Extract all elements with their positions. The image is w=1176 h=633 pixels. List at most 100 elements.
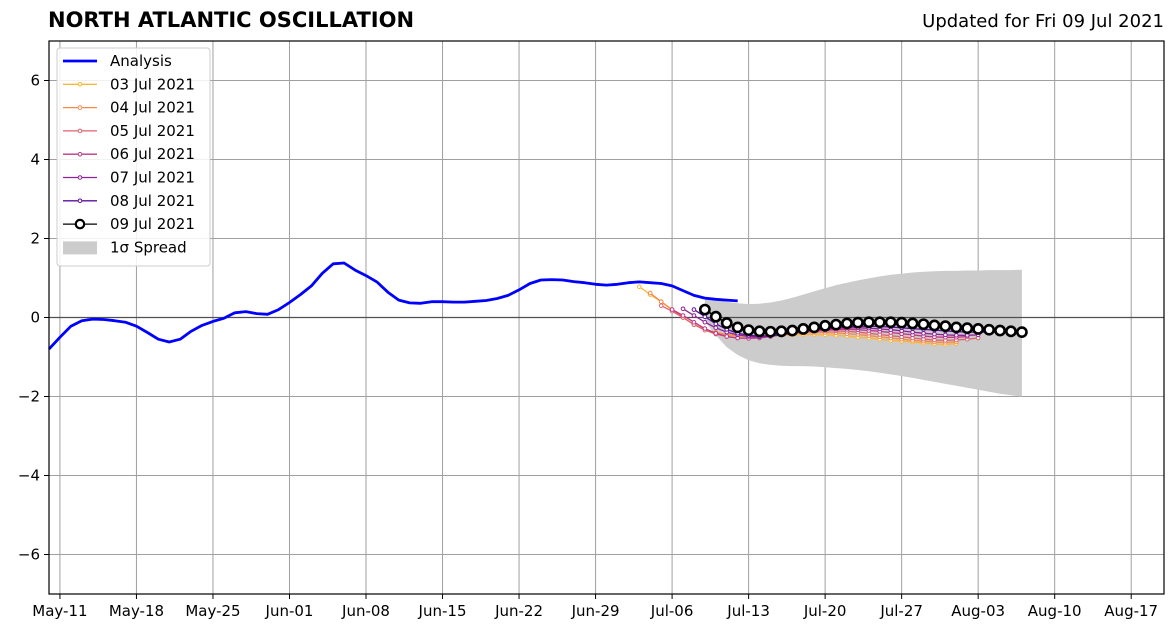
forecast-point bbox=[873, 316, 886, 329]
legend-marker bbox=[77, 128, 83, 134]
legend-marker bbox=[74, 218, 86, 230]
x-tick-label: May-18 bbox=[109, 602, 164, 620]
forecast-point bbox=[884, 316, 897, 329]
y-tick-label: 0 bbox=[30, 309, 40, 327]
forecast-point bbox=[691, 307, 697, 312]
forecast-point bbox=[862, 316, 875, 329]
forecast-point bbox=[713, 325, 719, 331]
forecast-point bbox=[917, 318, 930, 331]
forecast-point bbox=[775, 325, 788, 338]
forecast-point bbox=[680, 306, 686, 312]
forecast-series bbox=[698, 303, 1028, 339]
forecast-point bbox=[713, 331, 719, 336]
forecast-point bbox=[808, 321, 821, 334]
legend-entry: 08 Jul 2021 bbox=[63, 192, 195, 210]
forecast-point bbox=[852, 316, 864, 329]
forecast-point bbox=[658, 299, 664, 305]
forecast-point bbox=[819, 319, 832, 332]
legend-label: 08 Jul 2021 bbox=[110, 192, 195, 210]
x-tick-label: May-11 bbox=[32, 602, 87, 620]
x-tick-label: Aug-03 bbox=[951, 602, 1005, 620]
forecast-point bbox=[669, 307, 675, 312]
forecast-point bbox=[921, 331, 926, 336]
legend-marker bbox=[77, 151, 83, 157]
y-tick-label: −2 bbox=[18, 388, 40, 406]
legend-swatch bbox=[63, 241, 97, 255]
forecast-point bbox=[1005, 325, 1017, 338]
x-tick-label: Jul-20 bbox=[803, 602, 847, 620]
forecast-point bbox=[950, 321, 963, 334]
forecast-point bbox=[1015, 326, 1028, 339]
forecast-point bbox=[906, 317, 919, 330]
forecast-point bbox=[895, 316, 908, 329]
forecast-point bbox=[698, 303, 711, 316]
forecast-point bbox=[680, 313, 686, 318]
forecast-point bbox=[702, 326, 708, 331]
forecast-point bbox=[753, 325, 766, 338]
forecast-point bbox=[786, 324, 799, 337]
legend-marker bbox=[77, 105, 83, 110]
x-tick-label: Jun-29 bbox=[571, 602, 620, 620]
y-tick-label: 2 bbox=[30, 230, 40, 248]
forecast-point bbox=[658, 303, 664, 308]
x-tick-label: Jun-08 bbox=[341, 602, 390, 620]
forecast-point bbox=[994, 324, 1006, 337]
legend-label: 03 Jul 2021 bbox=[110, 75, 195, 93]
legend-label: Analysis bbox=[110, 52, 172, 70]
forecast-point bbox=[939, 320, 952, 333]
forecast-point bbox=[983, 323, 995, 336]
forecast-point bbox=[691, 313, 697, 318]
forecast-point bbox=[764, 325, 777, 338]
forecast-point bbox=[932, 331, 937, 337]
legend-label: 07 Jul 2021 bbox=[110, 169, 195, 187]
forecast-point bbox=[841, 317, 853, 330]
legend-entry: Analysis bbox=[63, 52, 172, 70]
legend-label: 05 Jul 2021 bbox=[110, 122, 195, 140]
forecast-point bbox=[731, 321, 744, 334]
forecast-point bbox=[797, 323, 810, 335]
legend-label: 06 Jul 2021 bbox=[110, 145, 195, 163]
forecast-point bbox=[943, 332, 948, 338]
forecast-point bbox=[709, 310, 722, 323]
x-tick-label: Jun-22 bbox=[494, 602, 543, 620]
analysis-line bbox=[47, 261, 738, 351]
forecast-point bbox=[928, 319, 941, 332]
x-tick-label: Aug-17 bbox=[1104, 602, 1158, 620]
forecast-point bbox=[720, 317, 733, 329]
chart-title: NORTH ATLANTIC OSCILLATION bbox=[48, 8, 415, 32]
forecast-point bbox=[724, 334, 730, 339]
x-tick-label: Jun-01 bbox=[265, 602, 314, 620]
forecast-point bbox=[647, 290, 653, 296]
legend-marker bbox=[77, 198, 83, 204]
legend-entry: 07 Jul 2021 bbox=[63, 169, 195, 187]
x-tick-label: Jul-06 bbox=[650, 602, 694, 620]
forecast-point bbox=[702, 319, 708, 325]
legend-marker bbox=[77, 82, 83, 87]
x-tick-label: Jul-27 bbox=[879, 602, 923, 620]
y-tick-label: −4 bbox=[18, 467, 40, 485]
y-tick-label: −6 bbox=[18, 546, 40, 564]
x-tick-label: Aug-10 bbox=[1028, 602, 1082, 620]
forecast-point bbox=[961, 322, 974, 335]
legend-label: 09 Jul 2021 bbox=[110, 215, 195, 233]
forecast-line bbox=[682, 308, 979, 338]
chart-subtitle: Updated for Fri 09 Jul 2021 bbox=[922, 11, 1164, 32]
forecast-point bbox=[691, 319, 697, 325]
forecast-point bbox=[972, 323, 985, 335]
y-tick-label: 6 bbox=[30, 72, 40, 90]
legend-marker bbox=[77, 175, 83, 180]
forecast-point bbox=[742, 324, 755, 337]
legend-entry: 04 Jul 2021 bbox=[63, 99, 195, 117]
forecast-point bbox=[636, 284, 642, 289]
legend-entry: 06 Jul 2021 bbox=[63, 145, 195, 163]
legend-label: 04 Jul 2021 bbox=[110, 99, 195, 117]
legend-entry: 05 Jul 2021 bbox=[63, 122, 195, 140]
forecast-point bbox=[830, 318, 842, 331]
legend-label: 1σ Spread bbox=[110, 238, 187, 256]
x-tick-label: Jun-15 bbox=[418, 602, 467, 620]
legend-entry: 1σ Spread bbox=[63, 238, 187, 256]
legend-box bbox=[56, 47, 211, 267]
x-tick-label: Jul-13 bbox=[726, 602, 770, 620]
x-tick-label: May-25 bbox=[185, 602, 240, 620]
